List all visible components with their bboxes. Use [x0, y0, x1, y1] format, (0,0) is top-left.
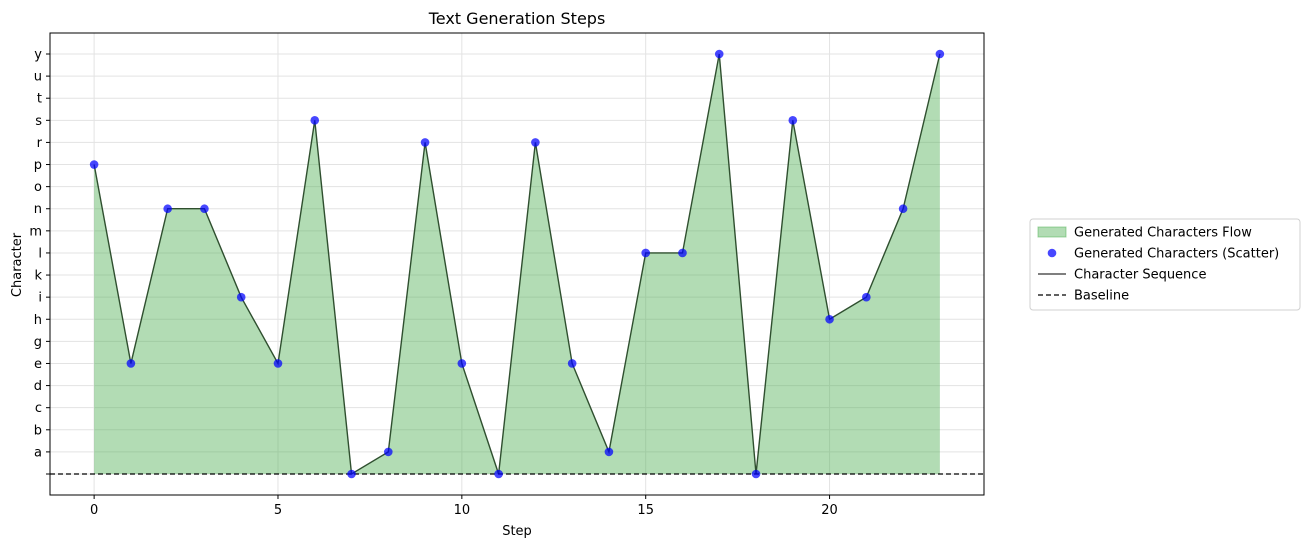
y-tick-label-9: k [34, 269, 42, 284]
y-tick-label-16: s [35, 114, 42, 129]
data-point-9 [420, 138, 430, 147]
x-tick-label-2: 10 [454, 503, 471, 518]
y-tick-label-5: e [34, 357, 42, 372]
data-point-13 [567, 359, 577, 368]
data-point-22 [898, 204, 908, 214]
y-tick-label-7: h [34, 313, 42, 328]
data-point-23 [935, 49, 945, 59]
y-tick-label-19: y [34, 48, 42, 63]
data-point-14 [604, 447, 614, 457]
x-axis: 0 5 10 15 20 [90, 495, 838, 518]
data-point-17 [714, 49, 724, 59]
legend-label-2: Character Sequence [1074, 268, 1206, 283]
legend-swatch-area [1037, 226, 1067, 238]
plot-area [49, 32, 985, 496]
legend-box [1029, 218, 1301, 311]
data-point-8 [383, 447, 393, 457]
y-tick-label-3: c [35, 401, 42, 416]
y-tick-label-2: b [34, 423, 42, 438]
data-point-6 [310, 116, 320, 125]
scatter-points [89, 49, 945, 479]
legend-swatch-scatter [1047, 248, 1057, 258]
x-tick-label-0: 0 [90, 503, 98, 518]
y-tick-label-1: a [34, 445, 42, 460]
chart-title: Text Generation Steps [428, 9, 606, 28]
y-tick-label-8: i [38, 291, 42, 306]
y-tick-label-14: p [34, 158, 42, 173]
x-tick-label-4: 20 [821, 503, 838, 518]
data-point-11 [494, 469, 503, 479]
data-point-5 [273, 359, 283, 368]
y-tick-label-18: u [34, 70, 42, 85]
y-tick-label-11: m [29, 224, 42, 239]
data-point-16 [678, 248, 687, 258]
data-point-3 [200, 204, 209, 214]
data-point-21 [862, 292, 871, 302]
legend-label-1: Generated Characters (Scatter) [1074, 247, 1279, 262]
data-point-1 [126, 359, 136, 368]
data-point-7 [347, 469, 356, 479]
y-tick-label-13: o [34, 180, 42, 195]
data-point-18 [751, 469, 761, 479]
data-point-10 [457, 359, 467, 368]
y-tick-label-10: l [38, 246, 42, 261]
legend-label-0: Generated Characters Flow [1074, 226, 1252, 241]
sequence-line [93, 53, 941, 476]
x-axis-label: Step [502, 524, 532, 539]
x-tick-label-3: 15 [637, 503, 654, 518]
y-tick-label-15: r [37, 136, 43, 151]
y-tick-label-4: d [34, 379, 42, 394]
data-point-0 [89, 160, 99, 169]
data-point-20 [825, 314, 834, 324]
data-point-2 [163, 204, 172, 214]
y-tick-label-17: t [37, 92, 42, 107]
y-tick-label-12: n [34, 202, 42, 217]
y-tick-label-6: g [34, 335, 42, 350]
x-tick-label-1: 5 [274, 503, 282, 518]
area-fill [94, 54, 940, 474]
data-point-12 [531, 138, 540, 147]
data-point-4 [236, 292, 246, 302]
data-point-15 [641, 248, 651, 258]
plot-frame [49, 32, 985, 496]
y-axis-label: Character [10, 232, 25, 297]
legend: Generated Characters Flow Generated Chara… [1029, 218, 1301, 311]
data-point-19 [788, 116, 798, 125]
legend-label-3: Baseline [1074, 289, 1129, 304]
